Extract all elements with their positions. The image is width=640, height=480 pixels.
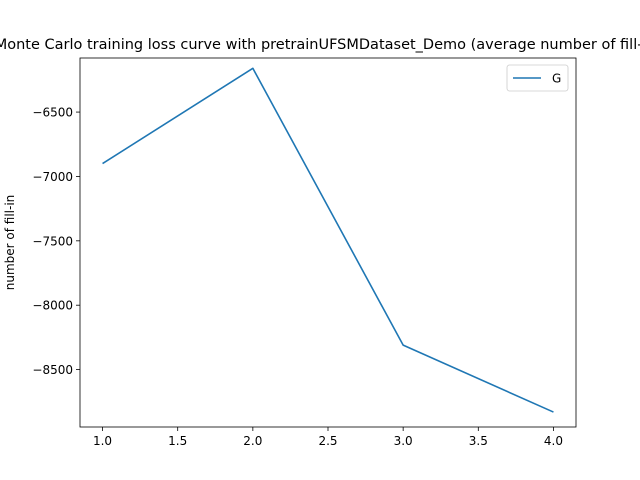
plot-area [79, 57, 577, 428]
x-tick-label: 1.0 [93, 434, 112, 448]
y-tick-label: −7000 [32, 170, 73, 184]
x-tick-label: 4.0 [544, 434, 563, 448]
legend-label: G [552, 72, 561, 86]
y-tick-label: −8500 [32, 363, 73, 377]
chart-title: Monte Carlo training loss curve with pre… [0, 37, 640, 53]
x-tick-label: 1.5 [168, 434, 187, 448]
y-tick-label: −6500 [32, 106, 73, 120]
x-tick-label: 2.0 [243, 434, 262, 448]
legend: G [506, 64, 569, 92]
x-tick-label: 3.5 [469, 434, 488, 448]
y-tick-label: −7500 [32, 234, 73, 248]
series-layer [102, 67, 554, 413]
x-tick-label: 3.0 [394, 434, 413, 448]
y-axis-label: number of fill-in [3, 195, 17, 291]
series-line [102, 67, 554, 413]
y-axis: −8500 −8000 −7500 −7000 −6500 [32, 106, 80, 377]
y-tick-label: −8000 [32, 299, 73, 313]
x-axis: 1.0 1.5 2.0 2.5 3.0 3.5 4.0 [93, 427, 563, 448]
x-tick-label: 2.5 [318, 434, 337, 448]
